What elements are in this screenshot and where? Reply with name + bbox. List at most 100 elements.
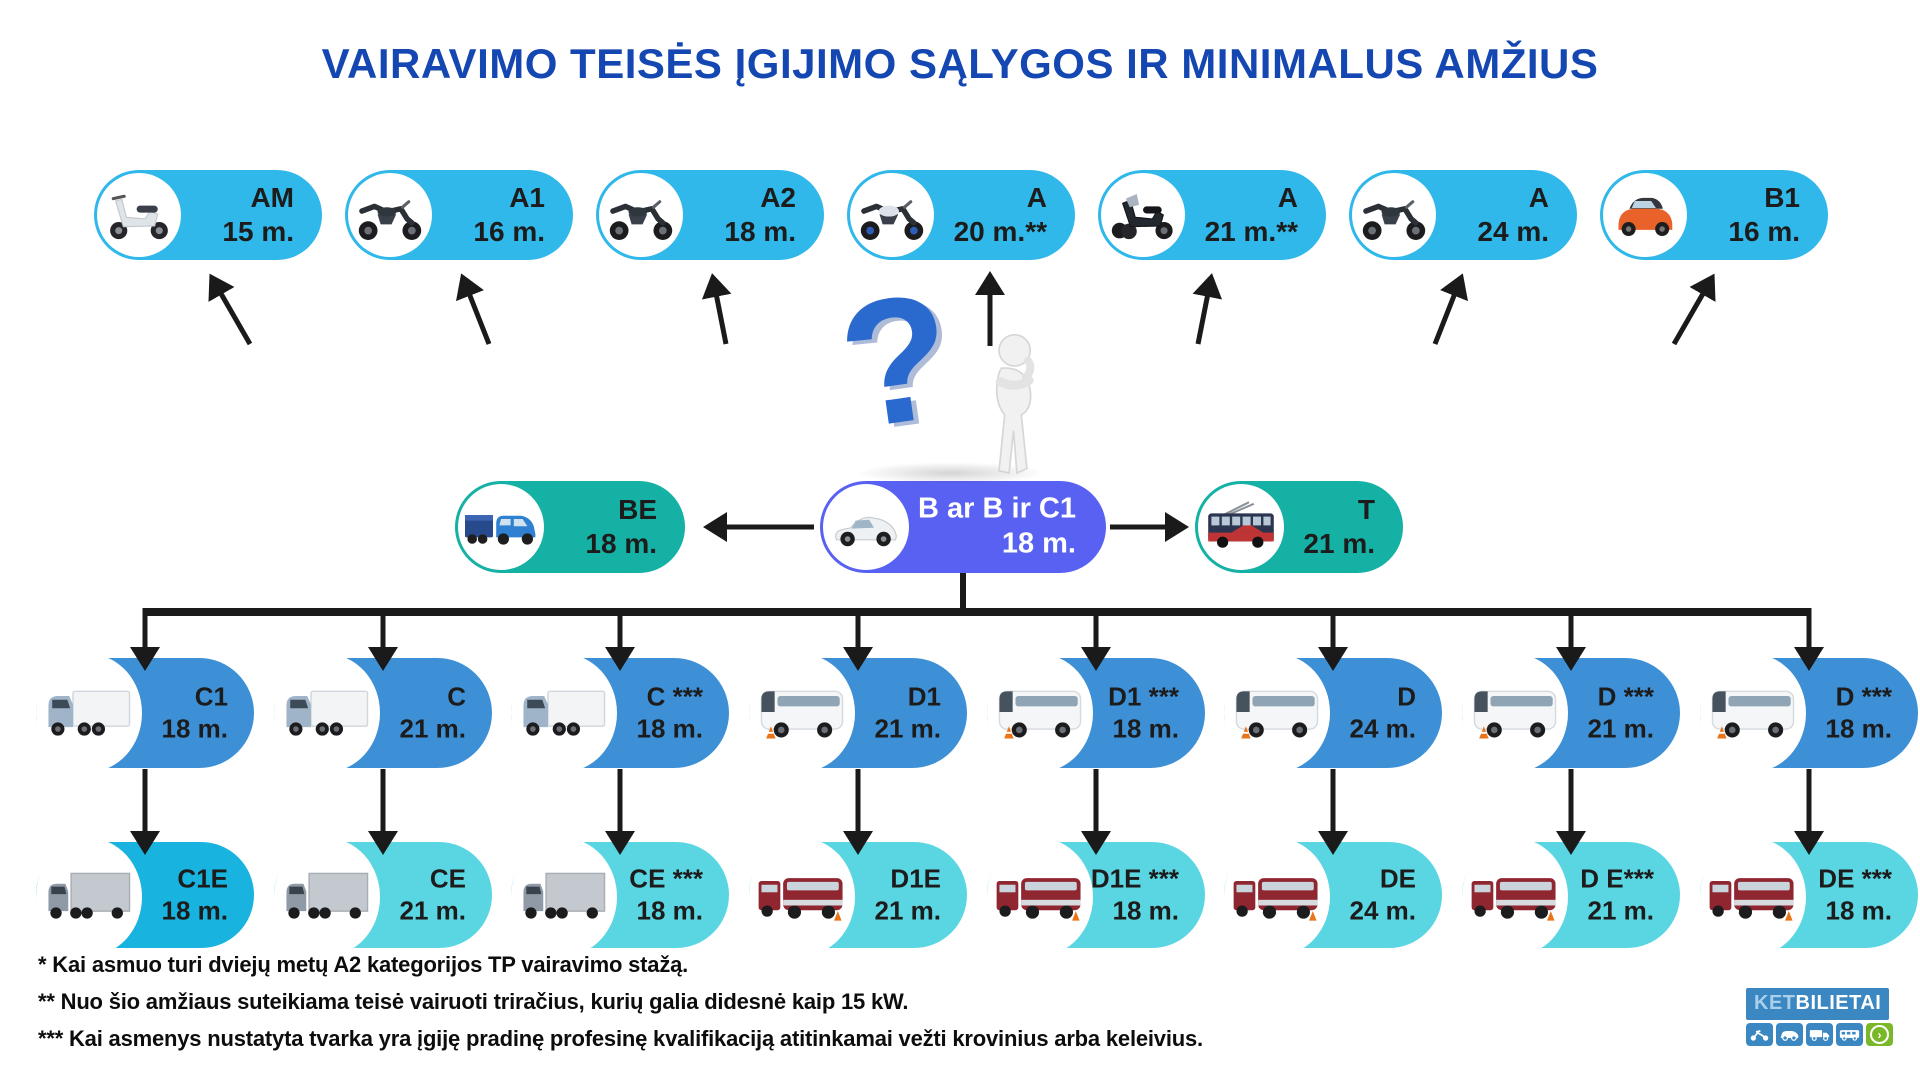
age-label: 24 m.: [1477, 216, 1549, 247]
age-label: 18 m.: [1112, 713, 1180, 743]
pill-t: T 21 m.: [1195, 481, 1403, 573]
logo-text-outline: KET: [1754, 992, 1796, 1014]
pill-a2: A2 18 m.: [596, 170, 824, 260]
pill-d-3star-21: D *** 21 m.: [1462, 654, 1680, 772]
ketbilietai-logo: KETBILIETAI ›: [1746, 988, 1893, 1046]
pill-d1e-3star: D1E *** 18 m.: [987, 838, 1205, 956]
pill-ce-3star: CE *** 18 m.: [511, 838, 729, 956]
age-label: 18 m.: [636, 713, 704, 743]
shadow: [856, 462, 1046, 484]
age-label: 21 m.: [874, 895, 942, 925]
category-label: AM: [250, 181, 294, 213]
pill-de-3star-18: DE *** 18 m.: [1700, 838, 1918, 956]
question-mark-person-icon: ?: [829, 254, 1063, 484]
car-icon: [1776, 1023, 1803, 1046]
motorcycle-icon: [1355, 186, 1433, 244]
category-label: CE ***: [629, 863, 703, 894]
pill-d1e: D1E 21 m.: [749, 838, 967, 956]
category-label: B1: [1764, 181, 1800, 213]
category-label: D: [1397, 681, 1416, 712]
bus-trailer-icon: [1467, 864, 1563, 930]
age-label: 18 m.: [1112, 895, 1180, 925]
car-icon: [826, 498, 906, 556]
age-label: 18 m.: [1825, 895, 1893, 925]
category-label: B ar B ir C1: [918, 492, 1076, 525]
age-label: 21 m.: [1587, 713, 1655, 743]
category-label: D1: [907, 681, 941, 712]
category-label: C1: [194, 681, 228, 712]
truck-icon: [1806, 1023, 1833, 1046]
footnote-1: * Kai asmuo turi dviejų metų A2 kategori…: [38, 952, 689, 977]
pill-c1: C1 18 m.: [36, 654, 254, 772]
van-trailer-icon: [461, 498, 541, 556]
pill-a1: A1 16 m.: [345, 170, 573, 260]
category-label: D E***: [1580, 863, 1654, 894]
bus-icon: [992, 680, 1088, 746]
age-label: 21 m.: [1303, 528, 1375, 559]
pill-d1-3star: D1 *** 18 m.: [987, 654, 1205, 772]
trolleybus-icon: [1201, 498, 1281, 556]
motorcycle-icon: [351, 186, 429, 244]
pill-c-3star: C *** 18 m.: [511, 654, 729, 772]
footnote-3: *** Kai asmenys nustatyta tvarka yra įgi…: [38, 1026, 1203, 1051]
motorcycle-icon: [1746, 1023, 1773, 1046]
category-label: DE: [1379, 863, 1416, 894]
category-label: D1E ***: [1090, 863, 1179, 894]
category-label: CE: [429, 863, 466, 894]
truck-trailer-icon: [516, 864, 612, 930]
category-label: A: [1277, 181, 1298, 213]
pill-d1: D1 21 m.: [749, 654, 967, 772]
logo-text-solid: BILIETAI: [1795, 992, 1882, 1014]
category-label: D ***: [1835, 681, 1892, 712]
age-label: 15 m.: [222, 216, 294, 247]
age-label: 21 m.: [1587, 895, 1655, 925]
footnote-2: ** Nuo šio amžiaus suteikiama teisė vair…: [38, 989, 909, 1014]
pill-c1e: C1E 18 m.: [36, 838, 254, 956]
pill-b: B ar B ir C1 18 m.: [820, 481, 1106, 573]
arrow-circle-icon[interactable]: ›: [1866, 1023, 1893, 1046]
bus-trailer-icon: [1705, 864, 1801, 930]
pill-a-20: A 20 m.**: [847, 170, 1075, 260]
thinking-person-icon: [995, 333, 1035, 475]
category-label: T: [1357, 493, 1375, 525]
bus-trailer-icon: [754, 864, 850, 930]
category-label: A: [1528, 181, 1549, 213]
age-label: 24 m.: [1349, 713, 1417, 743]
age-label: 18 m.: [1001, 528, 1076, 560]
pill-de-3star-21: D E*** 21 m.: [1462, 838, 1680, 956]
pill-b1: B1 16 m.: [1600, 170, 1828, 260]
bus-icon: [1229, 680, 1325, 746]
bus-icon: [754, 680, 850, 746]
category-label: C ***: [646, 681, 703, 712]
category-label: D1 ***: [1108, 681, 1179, 712]
scooter-icon: [100, 186, 178, 244]
pill-de: DE 24 m.: [1224, 838, 1442, 956]
pill-be: BE 18 m.: [455, 481, 685, 573]
category-label: C: [447, 681, 466, 712]
category-label: D1E: [890, 863, 941, 894]
age-label: 24 m.: [1349, 895, 1417, 925]
category-label: DE ***: [1818, 863, 1892, 894]
category-label: D ***: [1597, 681, 1654, 712]
age-label: 18 m.: [161, 713, 229, 743]
truck-trailer-icon: [279, 864, 375, 930]
pill-a-21: A 21 m.**: [1098, 170, 1326, 260]
age-label: 21 m.: [874, 713, 942, 743]
truck-icon: [516, 680, 612, 746]
pill-c: C 21 m.: [274, 654, 492, 772]
motorcycle-icon: [602, 186, 680, 244]
age-label: 18 m.: [161, 895, 229, 925]
age-label: 20 m.**: [953, 216, 1047, 247]
bus-icon: [1705, 680, 1801, 746]
age-label: 21 m.: [399, 713, 467, 743]
category-label: C1E: [177, 863, 228, 894]
category-label: A: [1026, 181, 1047, 213]
bus-trailer-icon: [1229, 864, 1325, 930]
pill-ce: CE 21 m.: [274, 838, 492, 956]
category-label: BE: [618, 493, 657, 525]
age-label: 21 m.: [399, 895, 467, 925]
motorcycle-icon: [853, 186, 931, 244]
trike-scooter-icon: [1104, 186, 1182, 244]
pill-am: AM 15 m.: [94, 170, 322, 260]
page-title: VAIRAVIMO TEISĖS ĮGIJIMO SĄLYGOS IR MINI…: [321, 40, 1599, 87]
